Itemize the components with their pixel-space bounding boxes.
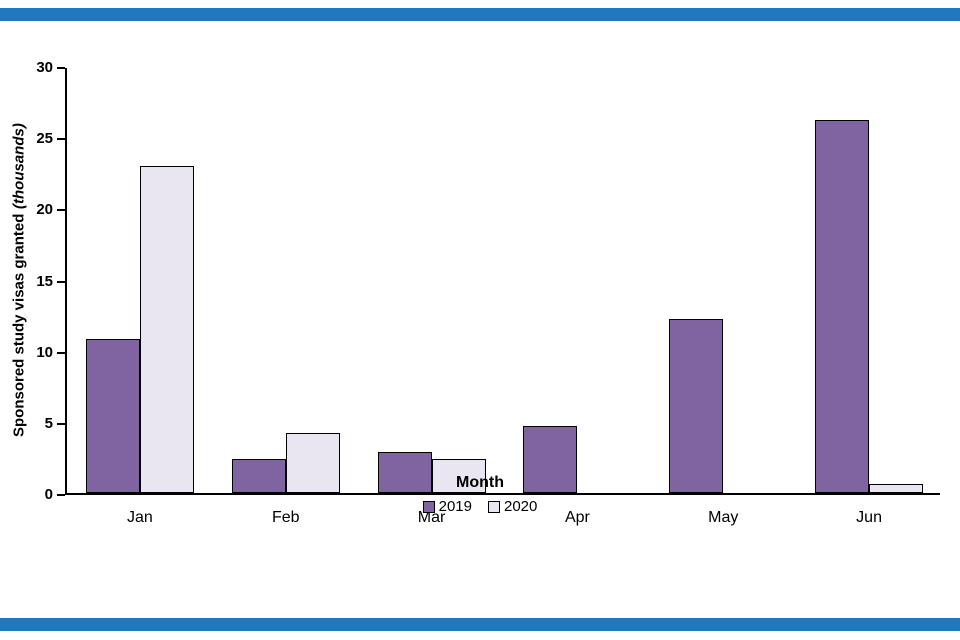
y-tick-label: 30: [36, 59, 53, 76]
y-tick-label: 25: [36, 130, 53, 148]
x-tick-label: Feb: [271, 509, 300, 526]
bar-2020-mar: [431, 458, 486, 493]
bar-2019-may: [669, 319, 724, 493]
y-tick-mark: [57, 494, 65, 496]
y-tick-mark: [57, 209, 65, 212]
y-tick-label: 10: [36, 343, 53, 361]
bar-2020-feb: [285, 433, 340, 493]
legend-swatch-2020: [488, 500, 500, 513]
bar-2020-jan: [139, 165, 194, 493]
y-axis-title-text: Sponsored study visas granted: [10, 213, 28, 437]
legend-label-2020: 2020: [504, 498, 538, 515]
bar-2019-apr: [523, 426, 578, 493]
top-accent-bar: [0, 8, 960, 21]
x-tick-label: Mar: [417, 509, 446, 526]
legend-item-2020: 2020: [488, 498, 537, 515]
x-tick-label: Jun: [856, 509, 882, 526]
x-tick-label: Apr: [564, 509, 590, 526]
y-tick-mark: [57, 422, 65, 425]
bar-2019-mar: [377, 451, 432, 493]
x-axis-title: Month: [456, 474, 504, 491]
y-tick-mark: [57, 138, 65, 141]
x-tick-label: Jan: [127, 509, 153, 526]
legend-swatch-2019: [422, 500, 435, 513]
x-tick-label: May: [708, 509, 739, 526]
bottom-accent-bar: [0, 618, 960, 631]
y-tick-mark: [57, 280, 65, 283]
legend-item-2019: 2019: [422, 498, 472, 515]
y-tick-label: 15: [36, 272, 53, 290]
legend: 2019 2020: [0, 498, 960, 515]
bar-2019-jun: [815, 120, 870, 493]
legend-label-2019: 2019: [438, 498, 472, 515]
y-tick-mark: [57, 351, 65, 354]
bar-2019-feb: [231, 458, 286, 493]
bar-2020-jun: [869, 484, 924, 493]
y-tick-label: 20: [36, 201, 53, 219]
y-tick-label: 0: [44, 486, 53, 503]
y-tick-label: 5: [44, 414, 53, 432]
y-tick-mark: [57, 67, 65, 69]
bar-2019-jan: [85, 339, 140, 493]
plot-area: 0 5 10 15 20 25 30 Jan Feb Mar Apr May Jun: [36, 59, 940, 526]
